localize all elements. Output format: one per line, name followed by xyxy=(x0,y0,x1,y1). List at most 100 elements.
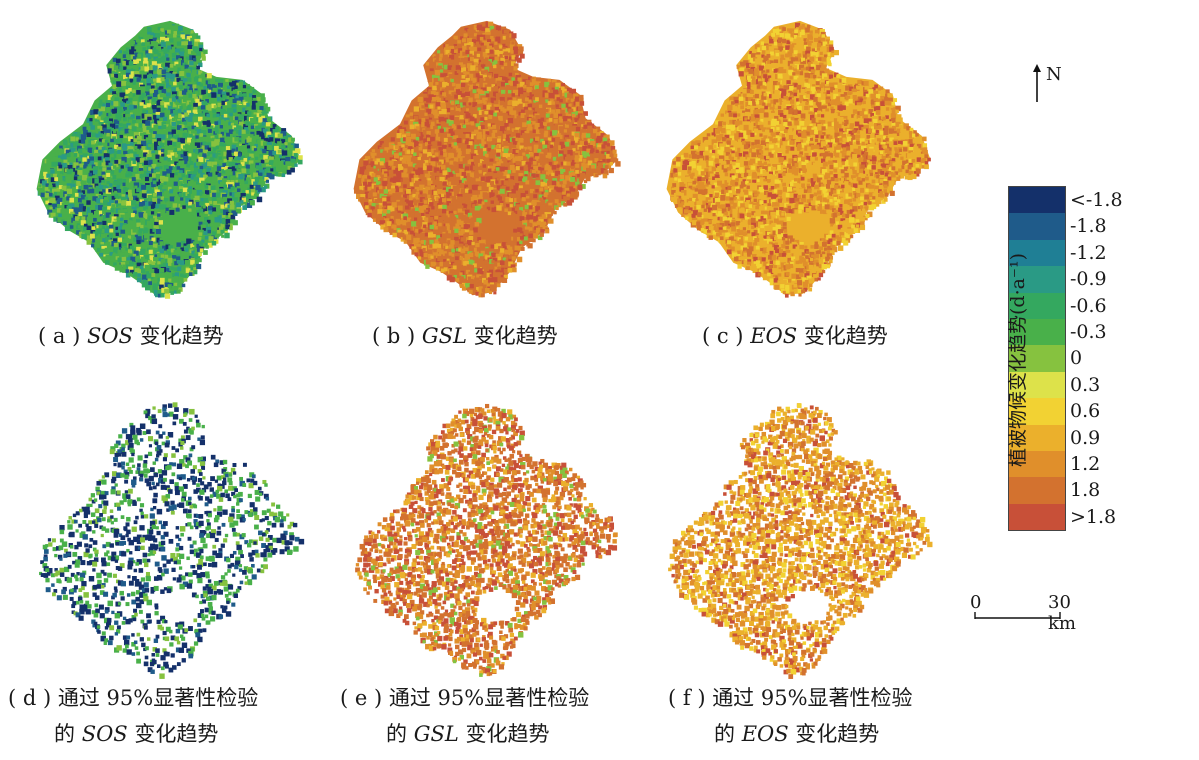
pixel-cell xyxy=(186,35,193,42)
pixel-cell xyxy=(484,91,489,96)
pixel-cell xyxy=(477,51,481,55)
pixel-cell xyxy=(426,207,430,212)
pixel-cell xyxy=(528,107,532,111)
pixel-cell xyxy=(525,80,530,85)
pixel-cell xyxy=(602,173,608,179)
pixel-cell xyxy=(466,37,473,44)
pixel-cell xyxy=(524,226,530,232)
pixel-cell xyxy=(219,188,225,194)
pixel-cell xyxy=(287,135,291,139)
pixel-cell xyxy=(80,139,86,144)
pixel-cell xyxy=(94,114,99,119)
pixel-cell xyxy=(524,109,530,115)
pixel-cell xyxy=(574,117,579,123)
pixel-cell xyxy=(494,70,500,76)
pixel-cell xyxy=(447,214,452,218)
pixel-cell xyxy=(186,244,190,248)
pixel-cell xyxy=(141,242,147,248)
pixel-cell xyxy=(248,160,254,166)
pixel-cell xyxy=(522,235,526,240)
pixel-cell xyxy=(460,82,466,88)
pixel-cell xyxy=(185,86,190,90)
pixel-cell xyxy=(144,198,149,203)
pixel-cell xyxy=(216,120,221,125)
pixel-cell xyxy=(484,173,490,179)
pixel-cell xyxy=(451,124,458,130)
pixel-cell xyxy=(402,194,407,199)
pixel-cell xyxy=(391,185,397,191)
pixel-cell xyxy=(466,256,470,261)
pixel-cell xyxy=(221,100,226,106)
pixel-cell xyxy=(148,173,153,177)
pixel-cell xyxy=(117,257,122,263)
pixel-cell xyxy=(455,110,460,115)
pixel-cell xyxy=(379,193,384,199)
pixel-cell xyxy=(91,214,97,220)
pixel-cell xyxy=(537,77,541,81)
pixel-cell xyxy=(547,137,552,141)
pixel-cell xyxy=(171,46,176,51)
pixel-cell xyxy=(119,222,124,227)
pixel-cell xyxy=(391,224,397,230)
pixel-cell xyxy=(493,197,499,203)
pixel-cell xyxy=(234,85,238,89)
pixel-cell xyxy=(223,158,227,163)
pixel-cell xyxy=(201,56,206,61)
pixel-cell xyxy=(173,267,178,272)
pixel-cell xyxy=(478,67,482,71)
pixel-cell xyxy=(167,45,172,50)
pixel-cell xyxy=(564,156,569,161)
pixel-cell xyxy=(184,59,188,63)
pixel-cell xyxy=(538,219,545,225)
pixel-cell xyxy=(177,246,182,252)
pixel-cell xyxy=(151,261,156,265)
pixel-cell xyxy=(168,98,175,104)
pixel-cell xyxy=(567,150,573,156)
pixel-cell xyxy=(556,157,560,161)
pixel-cell xyxy=(223,113,228,118)
pixel-cell xyxy=(457,125,461,130)
pixel-cell xyxy=(528,126,533,132)
pixel-cell xyxy=(463,33,468,38)
pixel-cell xyxy=(549,114,554,119)
pixel-cell xyxy=(548,140,552,145)
pixel-cell xyxy=(223,129,228,134)
pixel-cell xyxy=(582,146,588,152)
pixel-cell xyxy=(147,247,151,252)
pixel-cell xyxy=(578,138,583,143)
pixel-cell xyxy=(422,188,429,195)
pixel-cell xyxy=(223,133,228,138)
pixel-cell xyxy=(73,176,78,181)
pixel-cell xyxy=(430,124,435,130)
pixel-cell xyxy=(109,127,115,133)
pixel-cell xyxy=(432,250,438,256)
pixel-cell xyxy=(153,256,158,262)
pixel-cell xyxy=(490,97,496,104)
pixel-cell xyxy=(159,32,165,38)
pixel-cell xyxy=(141,140,147,146)
pixel-cell xyxy=(495,253,500,258)
pixel-cell xyxy=(165,53,169,58)
pixel-cell xyxy=(464,166,470,171)
pixel-cell xyxy=(129,261,135,267)
pixel-cell xyxy=(133,145,138,150)
pixel-cell xyxy=(168,272,174,278)
pixel-cell xyxy=(202,141,206,146)
pixel-cell xyxy=(136,148,140,152)
pixel-cell xyxy=(247,148,252,153)
pixel-cell xyxy=(525,133,530,138)
pixel-cell xyxy=(174,175,180,181)
pixel-cell xyxy=(214,135,219,139)
pixel-cell xyxy=(182,159,188,165)
pixel-cell xyxy=(141,268,146,274)
pixel-cell xyxy=(150,121,154,125)
pixel-cell xyxy=(167,150,174,156)
pixel-cell xyxy=(206,177,211,182)
pixel-cell xyxy=(469,50,475,56)
pixel-cell xyxy=(98,145,104,151)
pixel-cell xyxy=(266,172,272,179)
pixel-cell xyxy=(155,173,161,179)
pixel-cell xyxy=(519,138,524,144)
pixel-cell xyxy=(510,176,515,180)
pixel-cell xyxy=(124,128,130,134)
